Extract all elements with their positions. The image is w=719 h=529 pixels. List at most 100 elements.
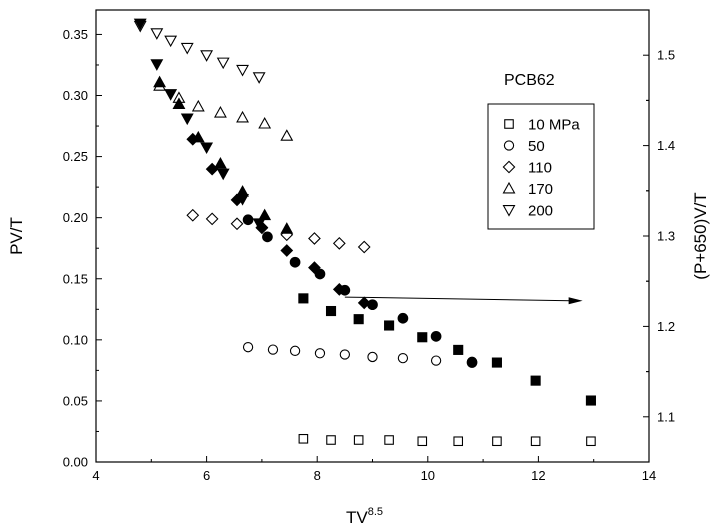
triangle-down-filled-point [133,18,147,31]
series-8 [153,75,294,234]
circle-filled-point [262,231,273,243]
triangle-down-filled-point [180,113,194,126]
right-y-tick-label: 1.5 [657,48,675,63]
triangle-down-filled-point [236,193,249,206]
triangle-up-filled-point [213,157,227,169]
diamond-filled-point [332,282,346,296]
left-y-axis-ticks: 0.00 0.05 0.10 0.15 0.20 0.25 0.30 0.35 [63,27,102,470]
circle-filled-point [466,357,478,368]
x-tick-label: 8 [314,468,321,483]
right-y-axis-label: (P+650)V/T [691,192,710,279]
triangle-down-filled-point [164,89,178,101]
triangle-up-open-point [191,99,205,112]
arrow-head [568,297,583,305]
diamond-open-point [308,232,321,245]
legend-label: 50 [528,138,545,155]
series-6 [242,214,478,368]
triangle-up-open-point [258,116,272,129]
legend-triangle-up-icon [502,181,516,194]
x-axis-label-main: TV [346,508,368,527]
triangle-up-open-point [213,105,227,118]
circle-open-point [397,353,409,364]
square-open-point [326,435,336,445]
triangle-down-open-point [150,28,164,40]
square-open-point [353,435,364,445]
legend-triangle-down-icon [502,205,516,217]
triangle-up-filled-point [191,130,205,143]
legend-label: 170 [528,181,553,198]
square-filled-point [325,305,337,317]
square-open-point [453,436,464,447]
triangle-up-filled-point [280,222,294,234]
square-open-point [492,436,502,447]
square-filled-point [353,314,364,325]
square-filled-point [384,320,395,331]
left-y-tick-label: 0.35 [63,27,88,42]
left-y-tick-label: 0.10 [63,332,88,347]
right-y-axis-ticks: 1.1 1.2 1.3 1.4 1.5 [643,48,675,424]
circle-open-point [242,342,254,353]
arrow-shaft [344,296,571,302]
legend-diamond-icon [502,160,516,174]
series-4 [133,20,266,84]
circle-filled-point [314,268,326,280]
square-filled-point [453,344,464,355]
x-tick-label: 14 [642,468,656,483]
series-7 [186,132,371,310]
arrow [344,296,583,305]
triangle-up-open-point [236,110,249,123]
data-points [133,18,596,447]
diamond-open-point [205,212,219,226]
left-y-tick-label: 0.05 [63,393,88,408]
circle-filled-point [367,299,378,311]
series-0 [298,433,596,447]
square-filled-point [417,332,428,343]
square-open-point [298,433,309,444]
series-3 [153,79,294,141]
triangle-down-open-point [200,50,214,62]
legend-item: 170 [502,181,553,198]
triangle-up-filled-point [172,97,186,109]
circle-filled-point [430,330,442,342]
series-9 [133,18,266,230]
circle-open-point [289,345,301,356]
right-y-tick-label: 1.1 [657,409,675,424]
diamond-open-point [332,236,346,250]
legend-item: 50 [503,138,545,155]
square-filled-point [585,395,596,406]
triangle-down-open-point [164,35,178,48]
diamond-open-point [357,240,371,254]
circle-open-point [267,344,279,355]
square-open-point [586,436,596,447]
circle-open-point [430,355,442,366]
left-y-tick-label: 0.25 [63,149,88,164]
x-tick-label: 4 [92,468,99,483]
left-y-tick-label: 0.20 [63,210,88,225]
diamond-filled-point [308,261,321,275]
right-y-tick-label: 1.3 [657,229,675,244]
diamond-filled-point [280,244,294,257]
triangle-up-filled-point [258,208,272,221]
triangle-down-open-point [180,42,194,55]
legend-label: 110 [528,160,552,177]
triangle-down-filled-point [200,142,214,155]
square-open-point [530,436,541,447]
series-2 [186,208,371,254]
circle-open-point [339,349,350,360]
diamond-open-point [186,208,200,222]
circle-filled-point [242,214,254,226]
circle-filled-point [397,312,409,324]
series-1 [242,342,478,367]
square-filled-point [491,357,502,368]
left-y-tick-label: 0.15 [63,271,88,286]
left-y-axis-label: PV/T [7,217,26,255]
x-tick-label: 6 [203,468,210,483]
square-filled-point [298,293,309,304]
legend-item: 200 [502,203,553,220]
x-axis-label: TV8.5 [346,506,383,527]
diamond-filled-point [357,296,371,310]
square-open-point [417,436,428,447]
legend-circle-icon [503,140,515,151]
left-y-tick-label: 0.30 [63,88,88,103]
